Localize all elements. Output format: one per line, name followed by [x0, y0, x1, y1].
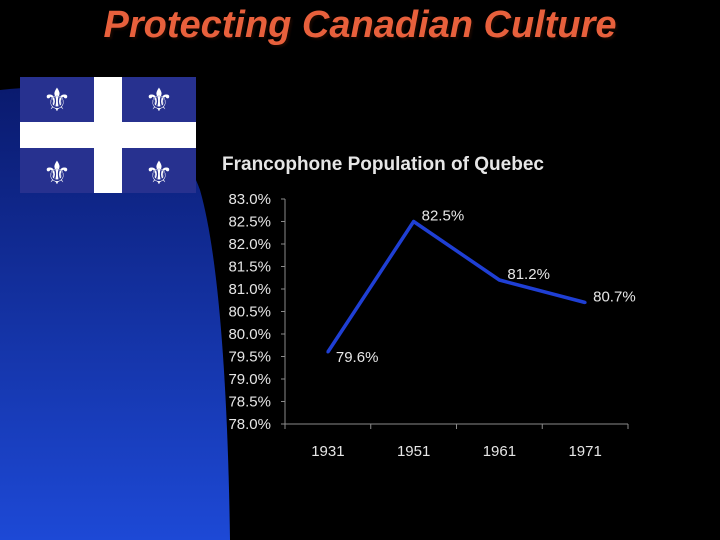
slide-title: Protecting Canadian Culture: [103, 4, 617, 46]
y-tick-label: 81.0%: [228, 281, 271, 298]
y-tick-label: 79.5%: [228, 349, 271, 366]
flag-cross-horizontal: [20, 122, 196, 148]
data-point: [326, 350, 330, 354]
data-label: 81.2%: [507, 266, 550, 283]
chart-plot: 78.0% 78.5% 79.0% 79.5% 80.0% 80.5% 81.0% 81.5%…: [228, 191, 636, 460]
y-tick-label: 82.0%: [228, 236, 271, 253]
x-tick-label: 1951: [397, 443, 430, 460]
fleur-de-lis-icon: ⚜: [145, 81, 174, 119]
data-point: [412, 220, 416, 223]
data-point: [583, 301, 587, 304]
chart-title: Francophone Population of Quebec: [222, 154, 544, 175]
y-tick-label: 80.5%: [228, 304, 271, 321]
data-label: 82.5%: [422, 208, 465, 225]
data-label: 79.6%: [336, 349, 379, 366]
y-tick-label: 81.5%: [228, 259, 271, 276]
data-label: 80.7%: [593, 289, 636, 306]
series-line: [326, 219, 586, 353]
y-tick-label: 82.5%: [228, 214, 271, 231]
fleur-de-lis-icon: ⚜: [43, 81, 72, 119]
y-tick-label: 80.0%: [228, 326, 271, 343]
fleur-de-lis-icon: ⚜: [43, 154, 72, 192]
x-tick-label: 1931: [311, 443, 344, 460]
quebec-flag-icon: ⚜ ⚜ ⚜ ⚜: [20, 77, 196, 193]
data-point: [497, 278, 501, 282]
y-tick-label: 79.0%: [228, 371, 271, 388]
x-tick-label: 1971: [568, 443, 601, 460]
x-tick-label: 1961: [483, 443, 516, 460]
y-tick-label: 78.5%: [228, 394, 271, 411]
y-tick-label: 78.0%: [228, 416, 271, 433]
y-tick-label: 83.0%: [228, 191, 271, 208]
fleur-de-lis-icon: ⚜: [145, 154, 174, 192]
chart: Francophone Population of Quebec 78.0% 78…: [210, 150, 670, 470]
